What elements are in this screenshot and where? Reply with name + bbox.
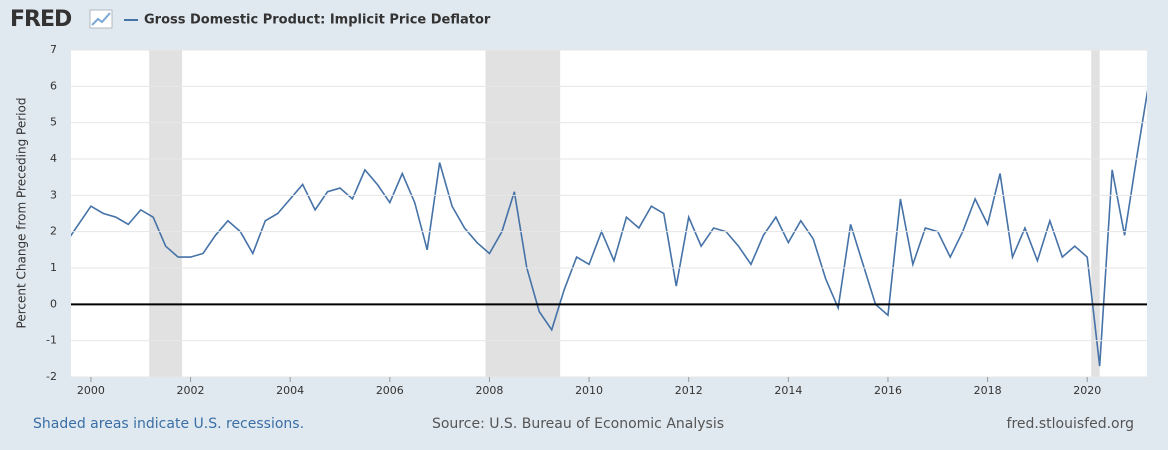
y-tick-label: 6 [50,79,57,92]
recession-band [485,50,561,377]
y-tick-label: 1 [50,261,57,274]
y-tick-label: 4 [50,152,57,165]
footer-source: Source: U.S. Bureau of Economic Analysis [432,416,724,432]
y-tick-label: 3 [50,188,57,201]
logo: FRED [10,7,72,32]
y-tick-label: 7 [50,43,57,56]
x-tick-label: 2018 [974,384,1002,397]
recession-band [149,50,183,377]
footer-url: fred.stlouisfed.org [1007,416,1134,432]
y-axis-label: Percent Change from Preceding Period [15,98,29,329]
x-tick-label: 2014 [774,384,802,397]
y-tick-label: 0 [50,297,57,310]
footer-note: Shaded areas indicate U.S. recessions. [33,416,304,432]
recession-band [1091,50,1100,377]
x-tick-label: 2010 [575,384,603,397]
series-line [71,89,1147,367]
logo-icon [89,9,113,29]
plot [71,50,1147,377]
y-tick-label: -2 [46,370,57,383]
x-tick-label: 2008 [475,384,503,397]
legend-entry: Gross Domestic Product: Implicit Price D… [144,13,491,28]
y-tick-label: 2 [50,225,57,238]
x-tick-label: 2002 [177,384,205,397]
x-tick-label: 2004 [276,384,304,397]
x-tick-label: 2012 [675,384,703,397]
x-tick-label: 2000 [77,384,105,397]
x-tick-label: 2006 [376,384,404,397]
plot-area [71,50,1147,377]
y-tick-label: 5 [50,116,57,129]
x-tick-label: 2020 [1073,384,1101,397]
y-tick-label: -1 [46,334,57,347]
x-tick-label: 2016 [874,384,902,397]
